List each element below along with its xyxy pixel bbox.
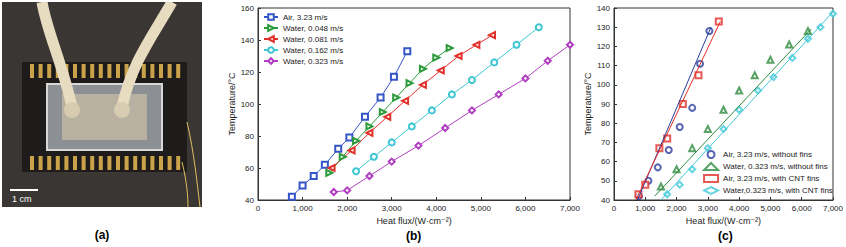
- svg-text:60: 60: [245, 164, 254, 173]
- svg-text:Water, 0.081 m/s: Water, 0.081 m/s: [283, 35, 343, 44]
- svg-text:Water, 0.048 m/s: Water, 0.048 m/s: [283, 24, 343, 33]
- svg-text:40: 40: [245, 196, 254, 205]
- svg-text:1 cm: 1 cm: [12, 194, 32, 204]
- svg-text:Water, 0.162 m/s: Water, 0.162 m/s: [283, 46, 343, 55]
- svg-text:140: 140: [241, 36, 255, 45]
- svg-text:6,000: 6,000: [792, 204, 813, 213]
- svg-text:4,000: 4,000: [426, 204, 447, 213]
- svg-text:100: 100: [597, 80, 611, 89]
- svg-text:0: 0: [256, 204, 261, 213]
- svg-text:Temperature/°C: Temperature/°C: [583, 72, 593, 136]
- svg-text:Water, 0.323 m/s, without fins: Water, 0.323 m/s, without fins: [723, 162, 828, 171]
- svg-text:Temperature/°C: Temperature/°C: [227, 72, 237, 136]
- svg-text:120: 120: [597, 42, 611, 51]
- svg-text:Heat flux/(W·cm⁻²): Heat flux/(W·cm⁻²): [686, 216, 761, 226]
- svg-text:4,000: 4,000: [729, 204, 750, 213]
- svg-text:2,000: 2,000: [667, 204, 688, 213]
- svg-text:140: 140: [597, 4, 611, 13]
- svg-text:6,000: 6,000: [515, 204, 536, 213]
- svg-text:60: 60: [601, 157, 610, 166]
- svg-text:3,000: 3,000: [698, 204, 719, 213]
- svg-text:(c): (c): [718, 229, 733, 243]
- html-text:(a): (a): [94, 228, 110, 242]
- svg-text:5,000: 5,000: [471, 204, 492, 213]
- svg-text:(b): (b): [406, 229, 421, 243]
- svg-text:160: 160: [241, 4, 255, 13]
- svg-text:110: 110: [597, 61, 610, 70]
- svg-text:1,000: 1,000: [293, 204, 314, 213]
- svg-text:Air, 3.23 m/s, without fins: Air, 3.23 m/s, without fins: [723, 150, 812, 159]
- svg-text:0: 0: [612, 204, 617, 213]
- svg-text:5,000: 5,000: [760, 204, 781, 213]
- svg-text:Water,0.323 m/s, with CNT fins: Water,0.323 m/s, with CNT fins: [723, 186, 833, 195]
- svg-text:2,000: 2,000: [337, 204, 358, 213]
- svg-text:120: 120: [241, 68, 255, 77]
- svg-text:50: 50: [601, 176, 610, 185]
- svg-text:Air, 3.23 m/s: Air, 3.23 m/s: [283, 13, 327, 22]
- svg-text:Air, 3.23 m/s, with CNT fins: Air, 3.23 m/s, with CNT fins: [723, 174, 819, 183]
- svg-text:130: 130: [597, 23, 611, 32]
- svg-text:7,000: 7,000: [823, 204, 844, 213]
- svg-text:1,000: 1,000: [635, 204, 656, 213]
- svg-text:Heat flux/(W·cm⁻²): Heat flux/(W·cm⁻²): [376, 216, 451, 226]
- svg-text:Water, 0.323 m/s: Water, 0.323 m/s: [283, 57, 343, 66]
- svg-text:100: 100: [241, 100, 255, 109]
- svg-text:40: 40: [601, 196, 610, 205]
- svg-text:7,000: 7,000: [560, 204, 581, 213]
- svg-text:3,000: 3,000: [382, 204, 403, 213]
- svg-text:90: 90: [601, 100, 610, 109]
- svg-text:70: 70: [601, 138, 610, 147]
- svg-text:80: 80: [601, 119, 610, 128]
- svg-text:80: 80: [245, 132, 254, 141]
